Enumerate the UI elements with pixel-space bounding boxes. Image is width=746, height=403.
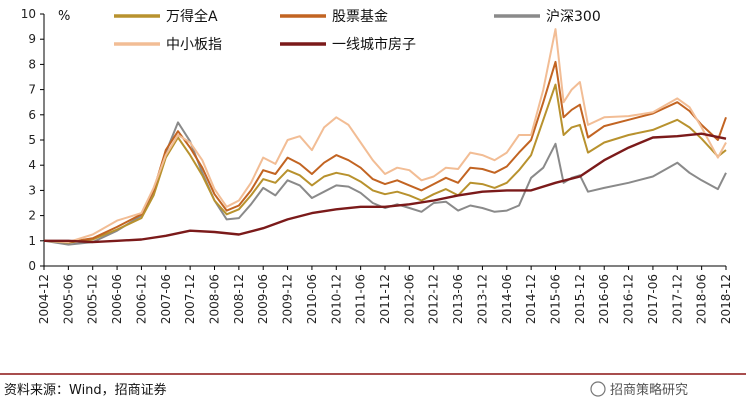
wechat-icon (590, 381, 606, 397)
y-tick-label: 2 (28, 209, 36, 223)
x-tick-label: 2011-06 (354, 274, 368, 324)
x-tick-label: 2010-12 (329, 274, 343, 324)
x-tick-label: 2018-06 (695, 274, 709, 324)
series-line-3 (43, 28, 727, 244)
x-tick-label: 2004-12 (37, 274, 51, 324)
legend: 万得全A 股票基金 沪深300 中小板指 一线城市房子 (114, 8, 601, 53)
brand-watermark: 招商策略研究 (590, 381, 688, 398)
y-tick-label: 0 (28, 259, 36, 273)
y-tick-label: 7 (28, 83, 36, 97)
y-tick-label: 4 (28, 158, 36, 172)
x-tick-label: 2006-12 (134, 274, 148, 324)
x-tick-label: 2011-12 (378, 274, 392, 324)
series-line-4 (44, 132, 727, 244)
series-lines (43, 28, 727, 246)
x-tick-label: 2009-06 (256, 274, 270, 324)
legend-label-3: 中小板指 (166, 37, 222, 53)
x-tick-label: 2005-06 (61, 274, 75, 324)
x-tick-label: 2012-12 (427, 274, 441, 324)
y-tick-label: 8 (28, 57, 36, 71)
x-tick-label: 2007-06 (159, 274, 173, 324)
legend-label-1: 股票基金 (332, 8, 388, 25)
x-tick-label: 2012-06 (402, 274, 416, 324)
brand-text: 招商策略研究 (610, 382, 688, 398)
x-tick-label: 2016-06 (597, 274, 611, 324)
x-tick-label: 2010-06 (305, 274, 319, 324)
x-tick-label: 2018-12 (719, 274, 733, 324)
x-tick-label: 2009-12 (281, 274, 295, 324)
y-axis: 0 1 2 3 4 5 6 7 8 9 10 (21, 7, 45, 273)
x-tick-label: 2013-06 (451, 274, 465, 324)
y-unit-label: % (58, 9, 70, 24)
legend-label-4: 一线城市房子 (332, 36, 416, 53)
legend-label-0: 万得全A (166, 8, 218, 25)
x-tick-label: 2016-12 (622, 274, 636, 324)
x-tick-label: 2006-06 (110, 274, 124, 324)
y-tick-label: 1 (28, 234, 36, 248)
x-tick-label: 2014-06 (500, 274, 514, 324)
series-line-2 (43, 121, 727, 246)
y-tick-label: 3 (28, 183, 36, 197)
x-tick-label: 2017-12 (670, 274, 684, 324)
x-tick-label: 2008-12 (232, 274, 246, 324)
x-tick-label: 2007-12 (183, 274, 197, 324)
series-line-0 (43, 83, 727, 244)
x-tick-label: 2015-06 (549, 274, 563, 324)
x-tick-label: 2014-12 (524, 274, 538, 324)
x-tick-label: 2015-12 (573, 274, 587, 324)
source-note: 资料来源：Wind，招商证券 (4, 382, 167, 398)
y-tick-label: 5 (28, 133, 36, 147)
x-axis: 2004-12 2005-06 2005-12 2006-06 2006-12 2007-… (37, 265, 733, 324)
y-tick-label: 9 (28, 32, 36, 46)
x-tick-label: 2017-06 (646, 274, 660, 324)
x-tick-label: 2008-06 (208, 274, 222, 324)
y-tick-label: 6 (28, 108, 36, 122)
legend-label-2: 沪深300 (546, 9, 601, 25)
x-tick-label: 2005-12 (86, 274, 100, 324)
x-tick-label: 2013-12 (475, 274, 489, 324)
series-line-1 (43, 60, 727, 244)
y-tick-label: 10 (21, 7, 36, 21)
